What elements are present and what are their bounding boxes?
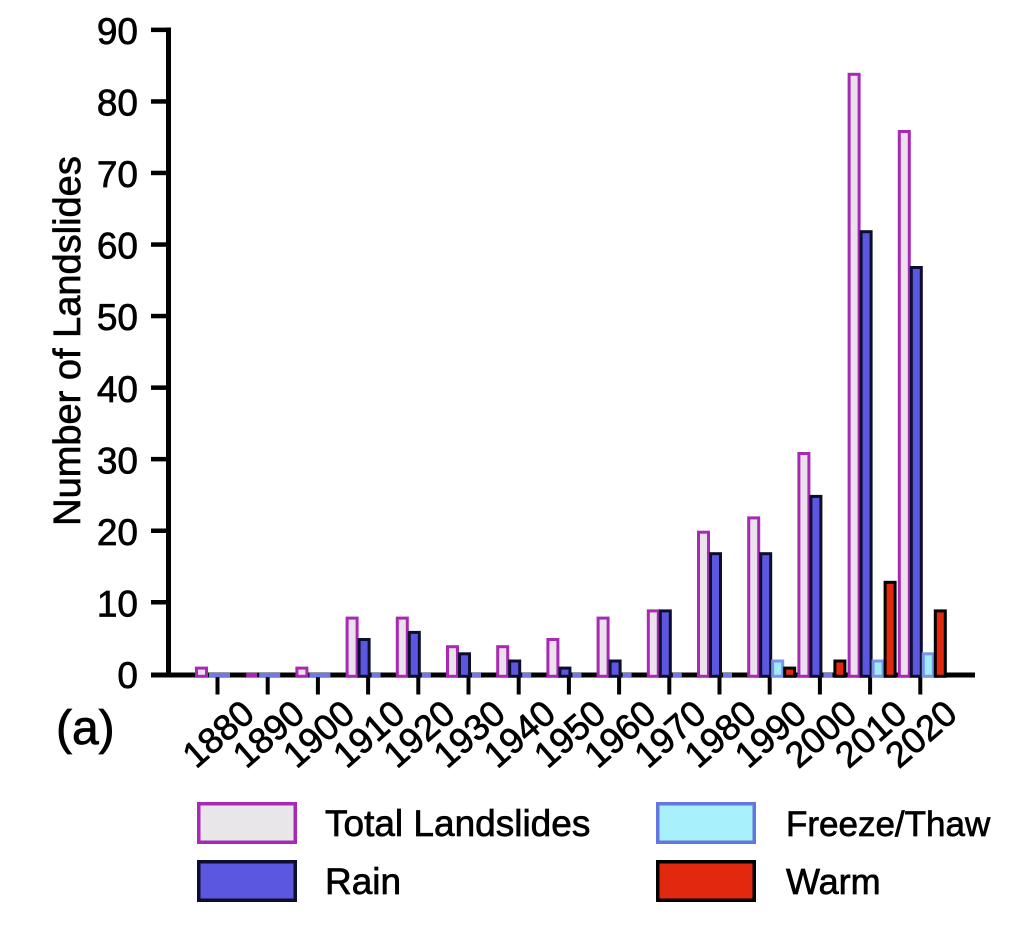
svg-text:Number of Landslides: Number of Landslides bbox=[47, 156, 89, 526]
svg-text:20: 20 bbox=[97, 512, 138, 553]
svg-text:Warm: Warm bbox=[786, 861, 881, 902]
svg-text:60: 60 bbox=[97, 226, 138, 267]
svg-text:Freeze/Thaw: Freeze/Thaw bbox=[786, 805, 991, 844]
svg-text:30: 30 bbox=[97, 440, 138, 481]
svg-text:Total Landslides: Total Landslides bbox=[325, 803, 590, 844]
svg-text:10: 10 bbox=[97, 584, 138, 625]
svg-text:80: 80 bbox=[97, 83, 138, 124]
svg-text:70: 70 bbox=[97, 154, 138, 195]
svg-text:Rain: Rain bbox=[325, 861, 401, 902]
svg-text:(a): (a) bbox=[56, 702, 115, 755]
svg-text:0: 0 bbox=[117, 655, 138, 696]
svg-text:50: 50 bbox=[97, 297, 138, 338]
svg-text:40: 40 bbox=[97, 369, 138, 410]
svg-text:90: 90 bbox=[97, 11, 138, 52]
